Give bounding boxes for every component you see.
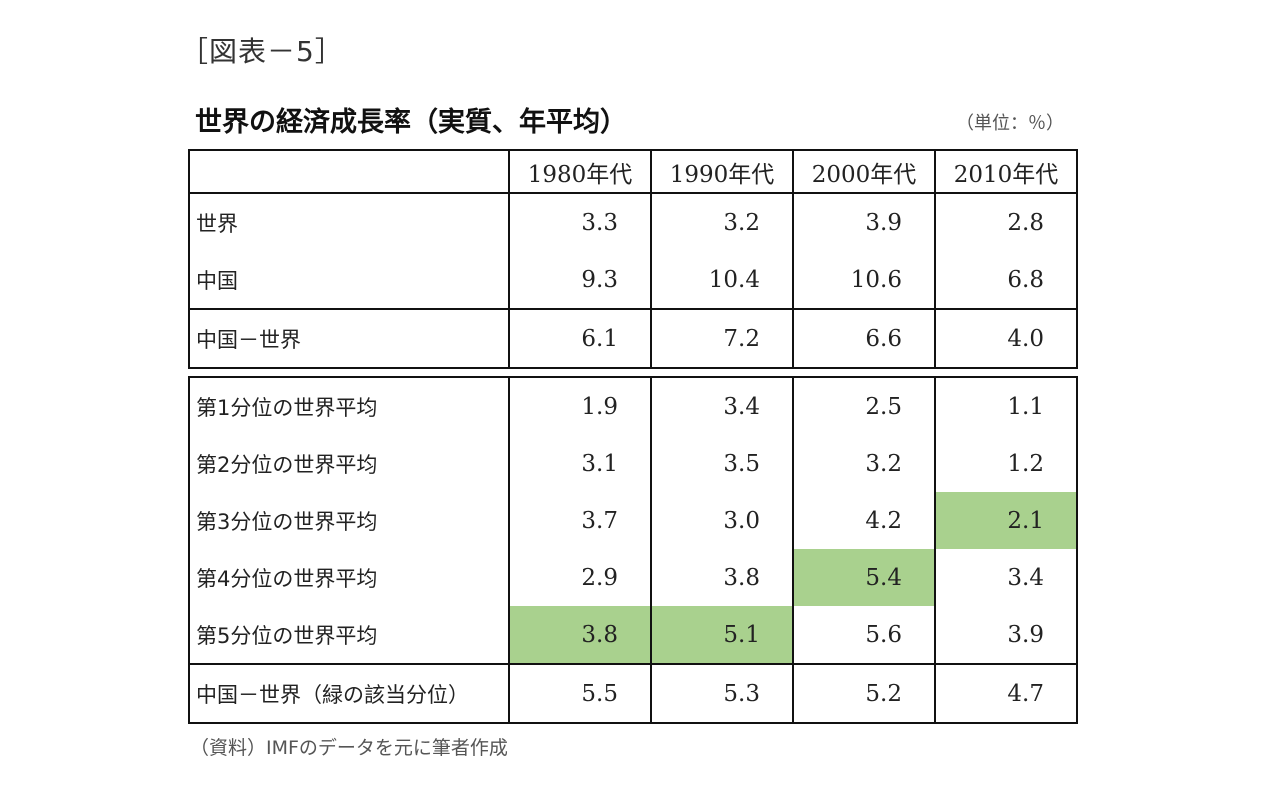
table-row-china: 中国 9.3 10.4 10.6 6.8 bbox=[188, 251, 1078, 309]
unit-note: （単位：％） bbox=[956, 113, 1064, 134]
row-label: 第4分位の世界平均 bbox=[188, 549, 510, 606]
header-row: 1980年代 1990年代 2000年代 2010年代 bbox=[188, 150, 1078, 194]
row-label: 世界 bbox=[188, 193, 510, 251]
cell-value-highlighted: 2.1 bbox=[934, 492, 1078, 549]
source-note: （資料）IMFのデータを元に筆者作成 bbox=[190, 737, 508, 759]
figure-label: ［図表－5］ bbox=[180, 35, 344, 68]
cell-value: 3.2 bbox=[650, 193, 794, 251]
cell-value-highlighted: 3.8 bbox=[508, 606, 652, 664]
cell-value: 3.4 bbox=[650, 377, 794, 435]
header-1980s: 1980年代 bbox=[508, 150, 652, 194]
cell-value: 3.0 bbox=[650, 492, 794, 549]
cell-value-highlighted: 5.1 bbox=[650, 606, 794, 664]
header-2000s: 2000年代 bbox=[792, 150, 936, 194]
cell-value: 3.3 bbox=[508, 193, 652, 251]
cell-value: 4.2 bbox=[792, 492, 936, 549]
cell-value: 10.4 bbox=[650, 251, 794, 309]
table-row-quintile-3: 第3分位の世界平均 3.7 3.0 4.2 2.1 bbox=[188, 492, 1078, 549]
row-label: 第3分位の世界平均 bbox=[188, 492, 510, 549]
cell-value: 3.5 bbox=[650, 435, 794, 492]
cell-value-highlighted: 5.4 bbox=[792, 549, 936, 606]
header-blank bbox=[188, 150, 510, 194]
cell-value: 6.8 bbox=[934, 251, 1078, 309]
cell-value: 2.9 bbox=[508, 549, 652, 606]
cell-value: 5.5 bbox=[508, 663, 652, 723]
cell-value: 3.8 bbox=[650, 549, 794, 606]
cell-value: 2.8 bbox=[934, 193, 1078, 251]
table-row-china-minus-world-quintile: 中国－世界（緑の該当分位） 5.5 5.3 5.2 4.7 bbox=[188, 663, 1078, 723]
cell-value: 5.6 bbox=[792, 606, 936, 664]
cell-value: 4.0 bbox=[934, 308, 1078, 368]
row-label: 第1分位の世界平均 bbox=[188, 377, 510, 435]
row-label: 中国－世界（緑の該当分位） bbox=[188, 663, 510, 723]
cell-value: 3.1 bbox=[508, 435, 652, 492]
growth-table-quintiles: 第1分位の世界平均 1.9 3.4 2.5 1.1 第2分位の世界平均 3.1 … bbox=[188, 376, 1078, 724]
row-label: 第2分位の世界平均 bbox=[188, 435, 510, 492]
cell-value: 1.9 bbox=[508, 377, 652, 435]
cell-value: 6.1 bbox=[508, 308, 652, 368]
cell-value: 5.3 bbox=[650, 663, 794, 723]
table-row-quintile-5: 第5分位の世界平均 3.8 5.1 5.6 3.9 bbox=[188, 606, 1078, 664]
cell-value: 1.1 bbox=[934, 377, 1078, 435]
cell-value: 3.7 bbox=[508, 492, 652, 549]
row-label: 中国 bbox=[188, 251, 510, 309]
cell-value: 5.2 bbox=[792, 663, 936, 723]
cell-value: 10.6 bbox=[792, 251, 936, 309]
table-row-world: 世界 3.3 3.2 3.9 2.8 bbox=[188, 193, 1078, 251]
row-label: 中国－世界 bbox=[188, 308, 510, 368]
table-row-quintile-1: 第1分位の世界平均 1.9 3.4 2.5 1.1 bbox=[188, 377, 1078, 435]
table-title: 世界の経済成長率（実質、年平均） bbox=[195, 107, 627, 138]
table-row-quintile-4: 第4分位の世界平均 2.9 3.8 5.4 3.4 bbox=[188, 549, 1078, 606]
cell-value: 3.4 bbox=[934, 549, 1078, 606]
cell-value: 1.2 bbox=[934, 435, 1078, 492]
cell-value: 3.2 bbox=[792, 435, 936, 492]
cell-value: 3.9 bbox=[934, 606, 1078, 664]
header-2010s: 2010年代 bbox=[934, 150, 1078, 194]
cell-value: 9.3 bbox=[508, 251, 652, 309]
table-row-quintile-2: 第2分位の世界平均 3.1 3.5 3.2 1.2 bbox=[188, 435, 1078, 492]
table-row-china-minus-world: 中国－世界 6.1 7.2 6.6 4.0 bbox=[188, 308, 1078, 368]
cell-value: 2.5 bbox=[792, 377, 936, 435]
cell-value: 3.9 bbox=[792, 193, 936, 251]
cell-value: 4.7 bbox=[934, 663, 1078, 723]
header-1990s: 1990年代 bbox=[650, 150, 794, 194]
cell-value: 6.6 bbox=[792, 308, 936, 368]
growth-table-top: 1980年代 1990年代 2000年代 2010年代 世界 3.3 3.2 3… bbox=[188, 149, 1078, 369]
cell-value: 7.2 bbox=[650, 308, 794, 368]
row-label: 第5分位の世界平均 bbox=[188, 606, 510, 664]
